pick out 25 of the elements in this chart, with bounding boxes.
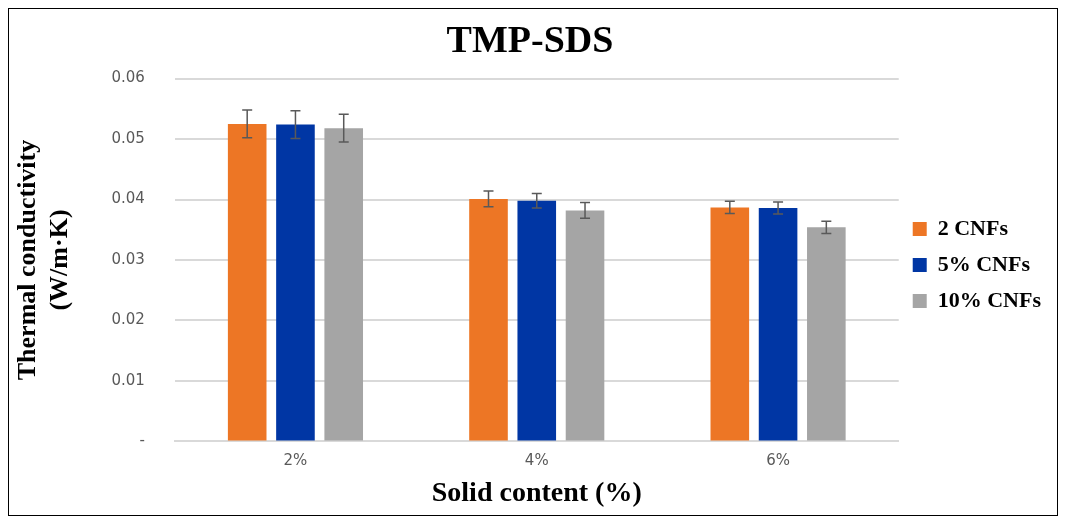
x-axis-title: Solid content (%) bbox=[431, 476, 642, 508]
chart-title: TMP-SDS bbox=[446, 17, 614, 60]
bar bbox=[758, 208, 798, 441]
bar bbox=[276, 124, 315, 441]
bar bbox=[227, 123, 267, 441]
bar bbox=[565, 210, 605, 441]
y-tick-label: 0.01 bbox=[111, 370, 145, 389]
legend-label: 5% CNFs bbox=[937, 250, 1031, 276]
bar bbox=[324, 128, 364, 441]
bar bbox=[807, 227, 846, 441]
bar bbox=[517, 200, 557, 441]
x-tick-label: 4% bbox=[524, 451, 549, 470]
bar bbox=[469, 198, 508, 441]
y-tick-label: - bbox=[139, 431, 145, 450]
y-tick-label: 0.02 bbox=[111, 310, 145, 329]
bar bbox=[710, 207, 750, 441]
y-tick-label: 0.06 bbox=[111, 68, 145, 87]
y-tick-label: 0.04 bbox=[111, 189, 145, 208]
x-tick-label: 2% bbox=[283, 451, 308, 470]
y-axis-title: Thermal conductivity (W/m·K) bbox=[12, 139, 73, 381]
legend-label: 10% CNFs bbox=[937, 286, 1042, 312]
y-tick-label: 0.05 bbox=[111, 128, 145, 147]
legend-label: 2 CNFs bbox=[937, 214, 1009, 240]
y-tick-label: 0.03 bbox=[111, 249, 145, 268]
x-tick-label: 6% bbox=[766, 451, 790, 470]
